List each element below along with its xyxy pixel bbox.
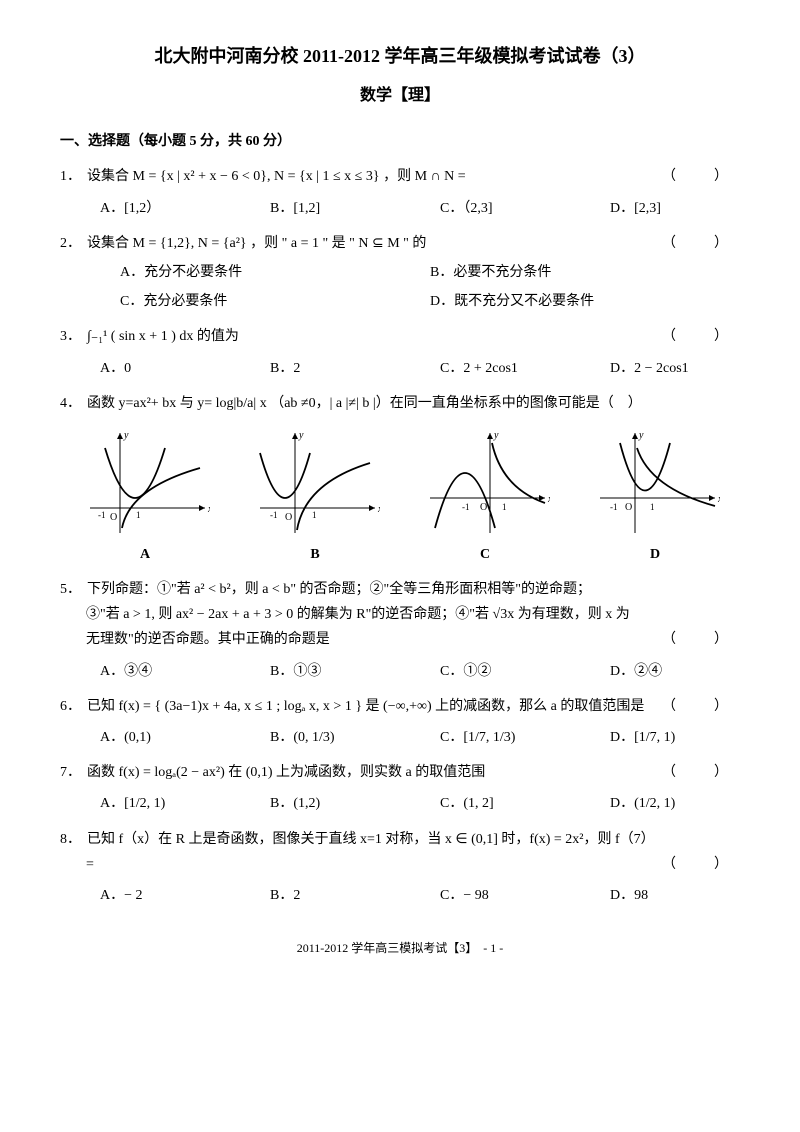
q8-optC: C．− 98: [440, 883, 570, 908]
q7-optA: A．[1/2, 1): [100, 791, 230, 816]
q2-optC: C．充分必要条件: [120, 289, 430, 314]
graph-C-svg: x y O -1 1: [420, 428, 550, 538]
q5-line3: 无理数"的逆否命题。其中正确的命题是: [86, 632, 330, 647]
svg-text:-1: -1: [462, 502, 470, 512]
q5-optC: C．①②: [440, 659, 570, 684]
svg-text:x: x: [547, 494, 550, 505]
q4-labelD: D: [590, 542, 720, 567]
q6-num: 6．: [60, 694, 81, 719]
q8-optB: B．2: [270, 883, 400, 908]
q2-paren: （ ）: [662, 231, 740, 256]
q6-optC: C．[1/7, 1/3): [440, 725, 570, 750]
q8-num: 8．: [60, 827, 81, 852]
graph-B-svg: x y O -1 1: [250, 428, 380, 538]
q4-graph-B: x y O -1 1 B: [250, 428, 380, 567]
q1-optB: B．[1,2]: [270, 196, 400, 221]
q8-text: 已知 f（x）在 R 上是奇函数，图像关于直线 x=1 对称，当 x ∈ (0,…: [87, 827, 740, 852]
q3-paren: （ ）: [662, 324, 740, 349]
q3-optD: D．2 − 2cos1: [610, 356, 740, 381]
section-header: 一、选择题（每小题 5 分，共 60 分）: [60, 129, 740, 154]
question-6: 6． 已知 f(x) = { (3a−1)x + 4a, x ≤ 1 ; log…: [60, 694, 740, 750]
q2-optB: B．必要不充分条件: [430, 260, 740, 285]
q4-num: 4．: [60, 391, 81, 416]
q8-optD: D．98: [610, 883, 740, 908]
q5-optA: A．③④: [100, 659, 230, 684]
q2-optA: A．充分不必要条件: [120, 260, 430, 285]
question-1: 1． 设集合 M = {x | x² + x − 6 < 0}, N = {x …: [60, 164, 740, 220]
q6-text: 已知 f(x) = { (3a−1)x + 4a, x ≤ 1 ; logₐ x…: [87, 694, 662, 719]
svg-text:y: y: [638, 430, 644, 441]
page-subtitle: 数学【理】: [60, 82, 740, 111]
svg-text:O: O: [480, 502, 487, 513]
q7-num: 7．: [60, 760, 81, 785]
q2-text: 设集合 M = {1,2}, N = {a²} ，则 " a = 1 " 是 "…: [87, 231, 662, 256]
page-title: 北大附中河南分校 2011-2012 学年高三年级模拟考试试卷（3）: [60, 40, 740, 72]
svg-text:y: y: [298, 430, 304, 441]
q4-labelB: B: [250, 542, 380, 567]
q5-line1: 下列命题：①"若 a² < b²，则 a < b" 的否命题；②"全等三角形面积…: [87, 577, 740, 602]
q3-optB: B．2: [270, 356, 400, 381]
svg-text:y: y: [123, 430, 129, 441]
svg-text:O: O: [110, 512, 117, 523]
graph-A-svg: x y O -1 1: [80, 428, 210, 538]
q3-text: ∫₋₁¹ ( sin x + 1 ) dx 的值为: [87, 324, 662, 349]
q1-paren: （ ）: [662, 164, 740, 189]
q6-optA: A．(0,1): [100, 725, 230, 750]
question-8: 8． 已知 f（x）在 R 上是奇函数，图像关于直线 x=1 对称，当 x ∈ …: [60, 827, 740, 909]
q5-optB: B．①③: [270, 659, 400, 684]
q6-paren: （ ）: [662, 694, 740, 719]
svg-text:O: O: [285, 512, 292, 523]
q3-num: 3．: [60, 324, 81, 349]
svg-text:x: x: [717, 494, 720, 505]
svg-text:O: O: [625, 502, 632, 513]
q2-optD: D．既不充分又不必要条件: [430, 289, 740, 314]
q1-optA: A．[1,2）: [100, 196, 230, 221]
q8-optA: A．− 2: [100, 883, 230, 908]
q7-optC: C．(1, 2]: [440, 791, 570, 816]
q1-optC: C．（2,3]: [440, 196, 570, 221]
q3-optA: A．0: [100, 356, 230, 381]
svg-text:1: 1: [650, 502, 655, 512]
svg-text:1: 1: [312, 510, 317, 520]
q6-optB: B．(0, 1/3): [270, 725, 400, 750]
q1-num: 1．: [60, 164, 81, 189]
q4-text: 函数 y=ax²+ bx 与 y= log|b/a| x （ab ≠0，| a …: [87, 391, 740, 416]
q3-optC: C．2 + 2cos1: [440, 356, 570, 381]
page-footer: 2011-2012 学年高三模拟考试【3】 - 1 -: [60, 938, 740, 960]
q5-num: 5．: [60, 577, 81, 602]
q6-optD: D．[1/7, 1): [610, 725, 740, 750]
q7-text: 函数 f(x) = logₐ(2 − ax²) 在 (0,1) 上为减函数，则实…: [87, 760, 662, 785]
q7-paren: （ ）: [662, 760, 740, 785]
svg-text:1: 1: [136, 510, 141, 520]
q4-labelA: A: [80, 542, 210, 567]
q4-graph-D: x y O -1 1 D: [590, 428, 720, 567]
svg-text:y: y: [493, 430, 499, 441]
svg-text:x: x: [207, 504, 210, 515]
question-3: 3． ∫₋₁¹ ( sin x + 1 ) dx 的值为 （ ） A．0 B．2…: [60, 324, 740, 380]
q4-labelC: C: [420, 542, 550, 567]
question-7: 7． 函数 f(x) = logₐ(2 − ax²) 在 (0,1) 上为减函数…: [60, 760, 740, 816]
q1-text: 设集合 M = {x | x² + x − 6 < 0}, N = {x | 1…: [87, 164, 662, 189]
q5-paren: （ ）: [662, 627, 740, 652]
question-2: 2． 设集合 M = {1,2}, N = {a²} ，则 " a = 1 " …: [60, 231, 740, 315]
q4-graph-C: x y O -1 1 C: [420, 428, 550, 567]
svg-text:-1: -1: [270, 510, 278, 520]
q1-optD: D．[2,3]: [610, 196, 740, 221]
svg-text:-1: -1: [98, 510, 106, 520]
q2-num: 2．: [60, 231, 81, 256]
q5-line2: ③"若 a > 1, 则 ax² − 2ax + a + 3 > 0 的解集为 …: [86, 602, 740, 627]
q5-optD: D．②④: [610, 659, 740, 684]
q7-optD: D．(1/2, 1): [610, 791, 740, 816]
svg-text:-1: -1: [610, 502, 618, 512]
q8-paren: （ ）: [662, 852, 740, 877]
q8-text2: =: [86, 857, 94, 872]
q4-graphs: x y O -1 1 A x y O -1 1: [60, 428, 740, 567]
svg-text:1: 1: [502, 502, 507, 512]
question-5: 5． 下列命题：①"若 a² < b²，则 a < b" 的否命题；②"全等三角…: [60, 577, 740, 684]
q7-optB: B．(1,2): [270, 791, 400, 816]
svg-text:x: x: [377, 504, 380, 515]
graph-D-svg: x y O -1 1: [590, 428, 720, 538]
question-4: 4． 函数 y=ax²+ bx 与 y= log|b/a| x （ab ≠0，|…: [60, 391, 740, 567]
q4-graph-A: x y O -1 1 A: [80, 428, 210, 567]
